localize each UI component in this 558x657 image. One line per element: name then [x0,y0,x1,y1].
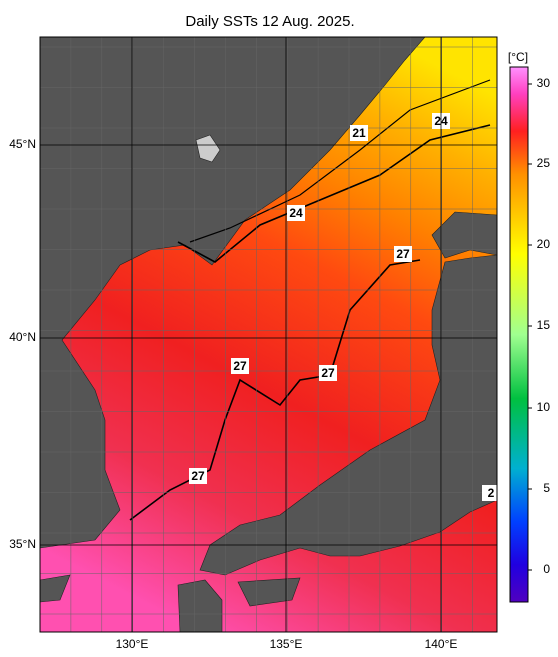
graticule [40,37,497,632]
colorbar-label: 0 [543,562,550,576]
lon-label: 135°E [270,637,303,651]
contour-label-box [394,246,412,262]
map-frame [39,36,498,633]
lat-label: 35°N [9,537,36,551]
colorbar-label: 20 [537,237,551,251]
lat-label: 40°N [9,330,36,344]
title: Daily SSTs 12 Aug. 2025. [185,13,354,30]
lon-label: 130°E [116,637,149,651]
colorbar-label: 15 [537,318,551,332]
contour-label: 2 [488,486,495,500]
contour-label-box [319,365,337,381]
contour-label-box [231,358,249,374]
contour-label: 27 [191,469,205,483]
contour-label-box [287,205,305,221]
contour-label-box [189,468,207,484]
lon-label: 140°E [425,637,458,651]
contour-label: 27 [321,366,335,380]
contour-label: 24 [289,206,303,220]
contour-label: 27 [233,359,247,373]
contour-label-box [482,485,497,501]
colorbar [509,66,529,603]
colorbar-unit: [°C] [508,50,528,64]
contour-label: 27 [396,247,410,261]
colorbar-label: 5 [543,481,550,495]
colorbar-label: 30 [537,76,551,90]
contour-label-box [350,125,368,141]
colorbar-label: 10 [537,400,551,414]
contour-label: 21 [352,126,366,140]
colorbar-label: 25 [537,156,551,170]
lat-label: 45°N [9,137,36,151]
